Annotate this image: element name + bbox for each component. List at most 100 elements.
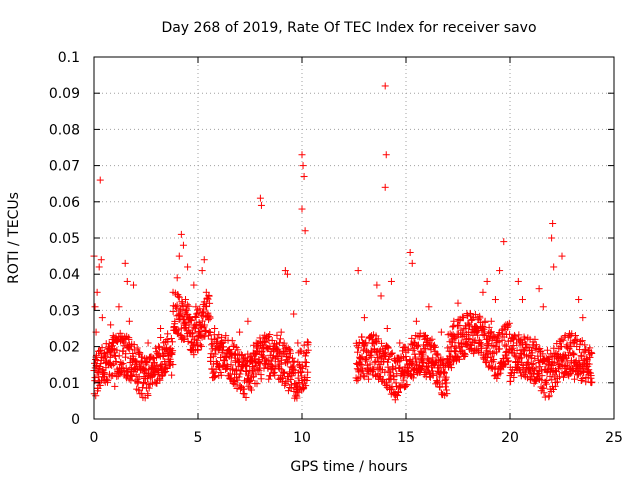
data-point [301,358,309,366]
data-point [563,344,571,352]
data-point [394,392,402,400]
data-point [283,270,291,278]
data-point [402,382,410,390]
data-point [140,364,148,372]
data-point [371,358,379,366]
data-point [161,368,169,376]
data-point [183,301,191,309]
data-point [429,372,437,380]
data-point [455,321,463,329]
data-point [203,303,211,311]
data-point [429,354,437,362]
data-point [441,383,449,391]
data-point [404,346,412,354]
data-point [552,350,560,358]
data-point [406,248,414,256]
x-tick-labels: 0 5 10 15 20 25 [90,430,623,446]
y-tick-label: 0.06 [49,195,80,211]
data-point [535,358,543,366]
data-point [126,345,134,353]
data-point [481,332,489,340]
data-point [285,346,293,354]
data-point [182,296,190,304]
data-point [518,296,526,304]
data-point [527,375,535,383]
data-point [466,322,474,330]
data-point [375,348,383,356]
data-point [300,172,308,180]
data-point [113,346,121,354]
data-point [425,303,433,311]
data-point [117,335,125,343]
data-point [515,355,523,363]
data-point [559,336,567,344]
data-point [559,373,567,381]
data-point [392,357,400,365]
data-point [109,345,117,353]
data-point [498,326,506,334]
data-point [552,366,560,374]
data-point [206,314,214,322]
data-point [233,376,241,384]
data-point [172,303,180,311]
y-tick-label: 0.02 [49,340,80,356]
data-point [578,337,586,345]
data-point [196,305,204,313]
data-point [491,296,499,304]
data-point [288,372,296,380]
data-point [396,364,404,372]
data-point [132,357,140,365]
x-axis-label: GPS time / hours [290,459,407,475]
data-point [204,295,212,303]
data-point [513,346,521,354]
data-point [566,339,574,347]
data-point [373,281,381,289]
data-point [471,346,479,354]
data-point [442,375,450,383]
data-point [358,333,366,341]
data-point [487,317,495,325]
data-point [174,293,182,301]
data-point [290,310,298,318]
data-point [247,376,255,384]
data-point [290,357,298,365]
data-point [231,380,239,388]
data-point [459,329,467,337]
data-point [252,339,260,347]
data-point [437,328,445,336]
data-point [302,277,310,285]
data-point [523,361,531,369]
data-point [261,357,269,365]
data-point [148,372,156,380]
data-point [449,323,457,331]
data-point [387,351,395,359]
data-point [570,375,578,383]
data-point [200,256,208,264]
data-point [532,364,540,372]
data-point [385,367,393,375]
data-point [97,256,105,264]
data-point [125,317,133,325]
data-point [359,372,367,380]
data-point [196,321,204,329]
data-point [414,343,422,351]
data-point [236,370,244,378]
data-point [545,392,553,400]
data-point [462,335,470,343]
data-point [136,350,144,358]
data-point [578,352,586,360]
data-point [487,329,495,337]
data-point [171,317,179,325]
data-point [527,354,535,362]
data-point [586,353,594,361]
data-point [173,274,181,282]
data-point [458,313,466,321]
data-point [181,318,189,326]
data-point [506,372,514,380]
data-point [362,339,370,347]
data-point [96,363,104,371]
data-point [433,350,441,358]
data-point [169,288,177,296]
data-point [269,364,277,372]
data-point [198,267,206,275]
